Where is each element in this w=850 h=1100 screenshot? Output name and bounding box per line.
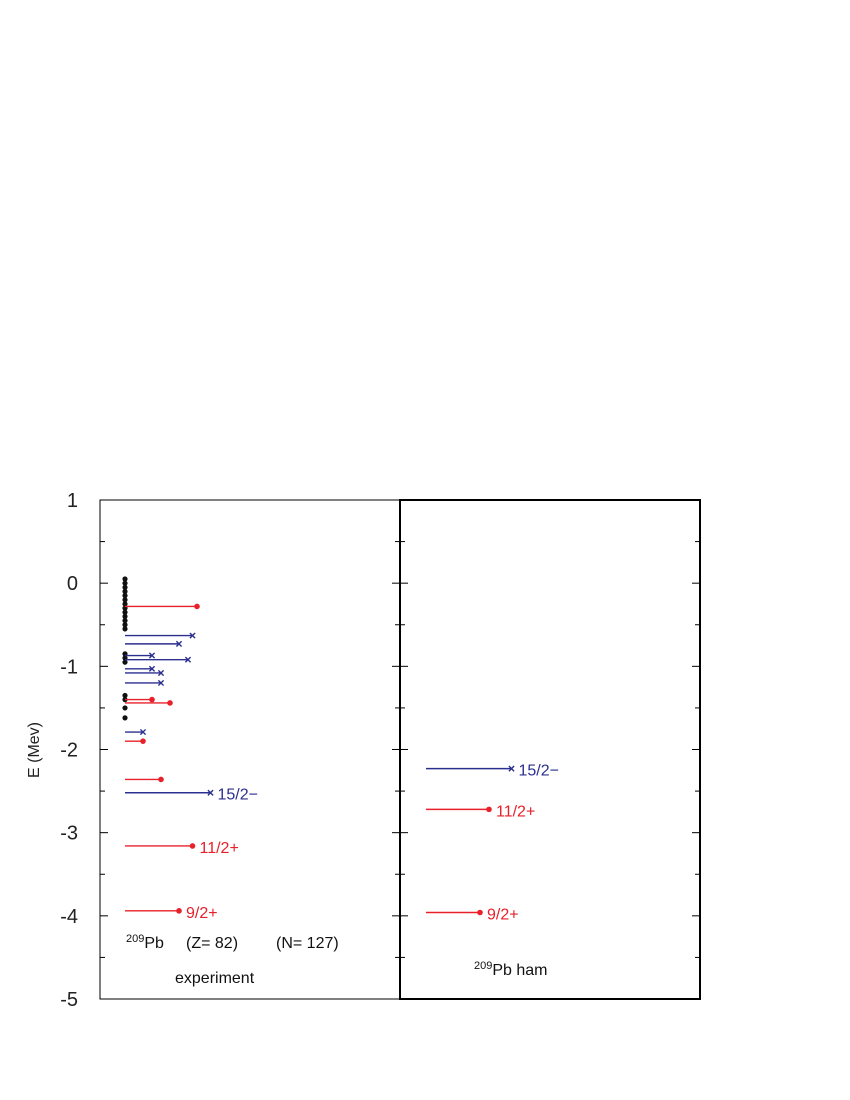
y-tick-labels: 1 0 -1 -2 -3 -4 -5 E (Mev) <box>26 490 78 1011</box>
dense-level-dot <box>122 626 128 632</box>
experiment-caption: experiment <box>175 970 255 987</box>
ham-level-cross <box>508 765 515 772</box>
level-marks: 15/2− 11/2+ 9/2+ 15/2− 11/2+ 9/2+ <box>122 576 559 924</box>
dense-level-dot <box>122 601 128 607</box>
dense-level-dot <box>122 609 128 615</box>
experiment-level-cross <box>157 669 165 677</box>
ham-level-label: 15/2− <box>519 763 559 780</box>
experiment-level-dot <box>194 603 200 610</box>
experiment-level-dot <box>149 696 155 703</box>
panel-annotations: 209Pb (Z= 82) (N= 127) experiment 209Pb ham <box>126 933 548 987</box>
experiment-level-cross <box>157 679 165 687</box>
dense-level-dot <box>122 584 128 590</box>
y-tick-label: -1 <box>60 656 78 678</box>
experiment-nucleus-label: 209Pb <box>126 933 164 952</box>
dense-level-dot <box>122 588 128 595</box>
dense-level-dot <box>122 715 128 721</box>
y-tick-label: 0 <box>67 573 78 595</box>
experiment-level-cross <box>184 656 192 663</box>
ham-panel-frame <box>399 499 701 1000</box>
ham-nucleus-label: 209Pb ham <box>474 960 548 979</box>
y-axis-label: E (Mev) <box>26 722 43 778</box>
experiment-level-cross <box>139 728 147 736</box>
dense-level-dot <box>122 593 128 599</box>
dense-level-dot <box>122 659 128 665</box>
experiment-level-cross <box>207 789 214 796</box>
experiment-level-label: 11/2+ <box>200 840 239 857</box>
experiment-level-cross <box>175 640 183 647</box>
ham-level-label: 11/2+ <box>496 803 535 820</box>
n-label: (N= 127) <box>276 935 339 952</box>
dense-level-dot <box>122 597 128 603</box>
y-tick-label: -5 <box>60 989 78 1011</box>
axis-ticks <box>100 499 700 1000</box>
experiment-level-dot <box>158 776 164 783</box>
experiment-level-cross <box>148 665 156 672</box>
y-tick-label: -4 <box>60 906 78 928</box>
z-label: (Z= 82) <box>186 935 238 952</box>
dense-level-dot <box>122 705 128 711</box>
experiment-level-label: 15/2− <box>218 787 258 804</box>
dense-level-dot <box>122 622 128 628</box>
dense-level-dot <box>122 613 128 620</box>
experiment-level-dot <box>167 700 173 706</box>
experiment-level-cross <box>189 632 196 639</box>
dense-level-dot <box>122 580 128 586</box>
experiment-level-dot <box>189 843 196 849</box>
ham-level-dot <box>486 806 492 813</box>
experiment-level-dot <box>140 738 146 744</box>
experiment-level-dot <box>176 908 182 914</box>
y-tick-label: -2 <box>60 740 78 762</box>
ham-level-label: 9/2+ <box>487 907 519 924</box>
dense-level-dot <box>122 576 128 582</box>
y-tick-label: -3 <box>60 823 78 845</box>
experiment-panel-frame <box>99 499 401 1000</box>
dense-level-dot <box>122 692 128 699</box>
experiment-level-label: 9/2+ <box>186 905 218 922</box>
dense-level-dot <box>122 617 128 624</box>
y-tick-label: 1 <box>67 490 78 512</box>
ham-level-dot <box>477 909 483 916</box>
experiment-level-cross <box>148 652 156 659</box>
